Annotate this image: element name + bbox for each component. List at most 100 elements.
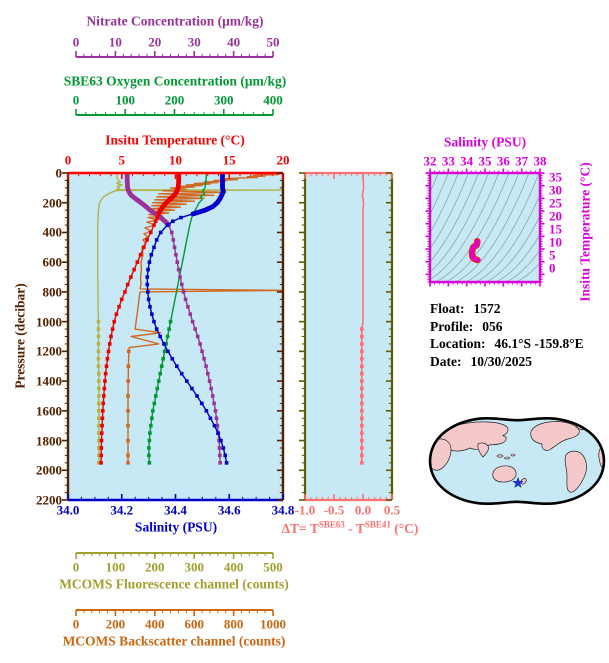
tick-label: 0.0 — [354, 502, 372, 518]
tick-label: 500 — [263, 559, 283, 575]
location-line: Location: 46.1°S -159.8°E — [430, 335, 584, 353]
tick-label: 33 — [441, 153, 455, 169]
tick-label: 10 — [169, 152, 182, 168]
tick-label: 0 — [549, 260, 556, 276]
tick-label: -1.0 — [294, 502, 316, 518]
tick-label: 0 — [64, 152, 72, 168]
float-value: 1572 — [473, 301, 501, 316]
profile-value: 056 — [482, 318, 503, 334]
tick-label: 800 — [42, 284, 63, 300]
tick-label: 1600 — [36, 403, 62, 419]
location-label: Location: — [430, 336, 486, 351]
tick-label: 1400 — [36, 373, 62, 389]
tick-label: 200 — [42, 195, 63, 211]
tick-label: 15 — [549, 221, 562, 237]
world-map — [428, 416, 606, 506]
delta-t-title-mid: - T — [344, 521, 365, 536]
map-continents — [430, 420, 604, 493]
date-label: Date: — [430, 353, 462, 369]
profile-number-line: Profile: 056 — [430, 318, 584, 336]
tick-label: 0.5 — [383, 502, 401, 518]
tick-label: 34.4 — [164, 502, 187, 518]
tick-label: 20 — [148, 34, 162, 50]
tick-label: 2000 — [36, 462, 62, 478]
tick-label: 34.6 — [217, 502, 241, 518]
tick-label: 400 — [42, 224, 63, 240]
tick-label: 1000 — [260, 616, 286, 632]
tick-label: 34.2 — [110, 502, 134, 518]
delta-t-title-prefix: ΔT= T — [281, 521, 319, 536]
tick-label: 0 — [55, 165, 63, 181]
tick-label: 100 — [105, 559, 126, 575]
tick-label: 600 — [184, 616, 204, 632]
tick-label: 20 — [276, 152, 290, 168]
tick-label: 5 — [549, 247, 556, 263]
tick-label: 40 — [227, 34, 241, 50]
tick-label: 400 — [223, 559, 244, 575]
nitrate-axis-title: Nitrate Concentration (μm/kg) — [86, 13, 264, 29]
tick-label: 400 — [145, 616, 165, 632]
tick-label: 2200 — [36, 492, 62, 508]
tick-label: 300 — [214, 92, 234, 108]
tick-label: -0.5 — [323, 502, 345, 518]
fluorescence-axis-title: MCOMS Fluorescence channel (counts) — [59, 576, 289, 592]
tick-label: 0 — [72, 92, 80, 108]
tick-label: 34.8 — [271, 502, 295, 518]
ts-temperature-title: Insitu Temperature (°C) — [577, 162, 593, 302]
tick-label: 300 — [184, 559, 204, 575]
tick-label: 34 — [460, 153, 474, 169]
tick-label: 100 — [115, 92, 136, 108]
float-label: Float: — [430, 301, 465, 316]
tick-label: 35 — [549, 169, 562, 185]
tick-label: 35 — [478, 153, 492, 169]
ts-salinity-title: Salinity (PSU) — [443, 134, 527, 150]
tick-label: 10 — [108, 34, 122, 50]
delta-t-title-suffix: (°C) — [390, 521, 419, 536]
tick-label: 1000 — [36, 314, 62, 330]
float-info-block: Float: 1572 Profile: 056 Location: 46.1°S -… — [430, 300, 584, 370]
float-number-line: Float: 1572 — [430, 300, 584, 318]
delta-t-title-sup1: SBE63 — [318, 519, 345, 530]
tick-label: 15 — [222, 152, 236, 168]
tick-label: 0 — [72, 616, 80, 632]
backscatter-axis-title: MCOMS Backscatter channel (counts) — [62, 633, 286, 649]
tick-label: 5 — [118, 152, 126, 168]
tick-label: 25 — [549, 195, 562, 211]
delta-t-plot — [360, 173, 365, 465]
tick-label: 200 — [145, 559, 165, 575]
tick-label: 1200 — [36, 343, 62, 359]
profile-label: Profile: — [430, 318, 474, 334]
tick-label: 36 — [496, 153, 510, 169]
float-location-star — [512, 476, 524, 488]
tick-label: 800 — [223, 616, 244, 632]
temperature-axis-title: Insitu Temperature (°C) — [105, 132, 245, 148]
tick-label: 10 — [549, 234, 562, 250]
date-line: Date: 10/30/2025 — [430, 353, 584, 371]
tick-label: 400 — [263, 92, 283, 108]
tick-label: 37 — [515, 153, 529, 169]
delta-t-title-sup2: SBE41 — [364, 519, 391, 530]
tick-label: 32 — [423, 153, 437, 169]
tick-label: 1800 — [36, 433, 62, 449]
salinity-axis-title: Salinity (PSU) — [134, 519, 218, 535]
tick-label: 0 — [72, 34, 80, 50]
oxygen-axis-title: SBE63 Oxygen Concentration (μm/kg) — [63, 73, 287, 89]
ts-plot — [430, 173, 540, 282]
tick-label: 20 — [549, 208, 562, 224]
tick-label: 38 — [533, 153, 547, 169]
tick-label: 30 — [187, 34, 201, 50]
tick-label: 0 — [72, 559, 80, 575]
tick-label: 30 — [549, 182, 562, 198]
pressure-axis-title: Pressure (decibar) — [12, 283, 28, 389]
tick-label: 200 — [164, 92, 185, 108]
tick-label: 600 — [42, 254, 63, 270]
tick-label: 50 — [266, 34, 280, 50]
delta-t-axis-title: ΔT= TSBE63 - TSBE41 (°C) — [281, 519, 419, 536]
tick-label: 34.0 — [56, 502, 80, 518]
location-value: 46.1°S -159.8°E — [494, 336, 584, 351]
date-value: 10/30/2025 — [470, 353, 532, 369]
main-plot — [96, 173, 283, 465]
tick-label: 200 — [105, 616, 126, 632]
